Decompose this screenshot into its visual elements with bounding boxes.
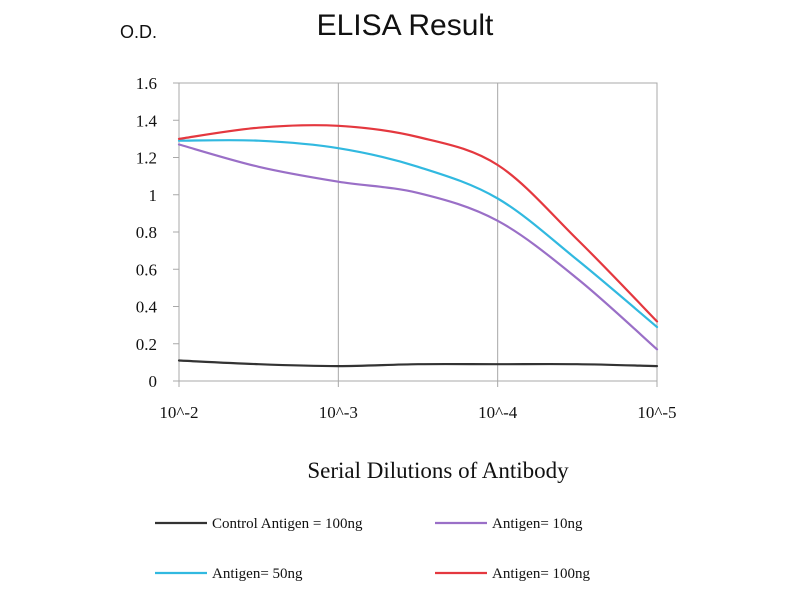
legend-label: Antigen= 50ng [212, 566, 303, 582]
y-tick-label: 0.6 [136, 260, 157, 279]
chart-title: ELISA Result [317, 9, 494, 42]
x-axis-title: Serial Dilutions of Antibody [307, 458, 569, 483]
y-tick-label: 0.4 [136, 298, 158, 317]
series-line [177, 359, 659, 368]
x-tick-label: 10^-4 [478, 403, 518, 422]
y-tick-label: 0.2 [136, 335, 157, 354]
y-tick-label: 1.6 [136, 74, 157, 93]
legend-label: Antigen= 10ng [492, 516, 583, 532]
series-line [177, 143, 659, 351]
y-tick-label: 1.4 [136, 111, 158, 130]
legend: Control Antigen = 100ng Antigen= 10ng Anti… [155, 516, 591, 582]
x-axis-ticks: 10^-2 10^-3 10^-4 10^-5 [159, 381, 677, 422]
legend-label: Control Antigen = 100ng [212, 516, 363, 532]
x-tick-label: 10^-3 [319, 403, 358, 422]
legend-label: Antigen= 100ng [492, 566, 591, 582]
series-line [177, 139, 659, 329]
x-tick-label: 10^-5 [637, 403, 676, 422]
x-tick-label: 10^-2 [159, 403, 198, 422]
y-tick-label: 1 [149, 186, 158, 205]
y-tick-label: 0.8 [136, 223, 157, 242]
y-axis-label: O.D. [120, 22, 157, 42]
series-line [177, 124, 659, 323]
data-series [177, 124, 659, 368]
y-axis-ticks: 0 0.2 0.4 0.6 0.8 1 1.2 1.4 1.6 [136, 74, 179, 391]
y-tick-label: 1.2 [136, 149, 157, 168]
y-tick-label: 0 [149, 372, 158, 391]
